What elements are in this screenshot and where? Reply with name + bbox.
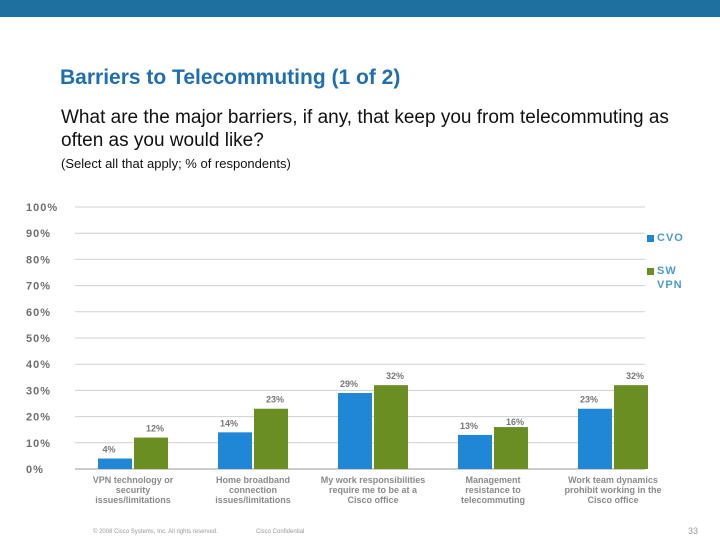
bar-cvo [458,434,492,469]
x-category-label: My work responsibilities require me to be… [321,475,426,505]
y-tick-label: 60% [26,307,51,319]
data-label-sw-vpn: 23% [266,395,284,405]
footer-confidential: Cisco Confidential [256,529,305,535]
bar-cvo [218,432,252,469]
y-tick-label: 10% [26,438,51,450]
data-label-cvo: 4% [102,445,115,455]
x-category-label: Management resistance to telecommuting [461,475,525,505]
bar-cvo [338,393,372,469]
x-category-label: Work team dynamics prohibit working in th… [565,475,662,505]
data-label-cvo: 23% [580,395,598,405]
y-tick-label: 50% [26,333,51,345]
top-banner [0,0,720,17]
survey-note: (Select all that apply; % of respondents… [61,156,291,171]
y-tick-label: 20% [26,412,51,424]
bar-cvo [578,408,612,469]
bar-cvo [98,458,132,469]
bar-sw-vpn [254,408,288,469]
footer-copyright: © 2008 Cisco Systems, Inc. All rights re… [93,529,218,535]
survey-question: What are the major barriers, if any, tha… [61,107,669,151]
data-label-cvo: 13% [460,421,478,431]
y-tick-label: 80% [26,254,51,266]
data-label-cvo: 14% [220,418,238,428]
data-label-cvo: 29% [340,379,358,389]
barriers-bar-chart: 0% 10% 20% 30% 40% 50% 60% 70% 80% 90% 100% 4% 14% 29… [26,202,662,505]
bar-sw-vpn [134,437,168,469]
data-label-sw-vpn: 32% [386,371,404,381]
bar-sw-vpn [494,427,528,469]
legend-label-sw-vpn: SW VPN [657,265,683,291]
page-number: 33 [687,526,698,536]
y-tick-label: 30% [26,385,51,397]
data-label-sw-vpn: 12% [146,424,164,434]
data-label-sw-vpn: 32% [626,371,644,381]
legend-label-cvo: CVO [657,232,684,244]
x-category-label: VPN technology or security issues/limitati… [93,475,174,505]
x-category-label: Home broadband connection issues/limitatio… [215,475,291,505]
data-label-sw-vpn: 16% [506,417,524,427]
y-tick-label: 0% [26,464,44,476]
page-title: Barriers to Telecommuting (1 of 2) [60,66,401,89]
y-tick-label: 100% [26,202,58,214]
bar-sw-vpn [374,385,408,469]
legend-swatch-sw-vpn [647,268,654,275]
y-tick-label: 70% [26,281,51,293]
y-tick-label: 90% [26,228,51,240]
legend-swatch-cvo [647,235,654,242]
bar-sw-vpn [614,385,648,469]
y-tick-label: 40% [26,359,51,371]
